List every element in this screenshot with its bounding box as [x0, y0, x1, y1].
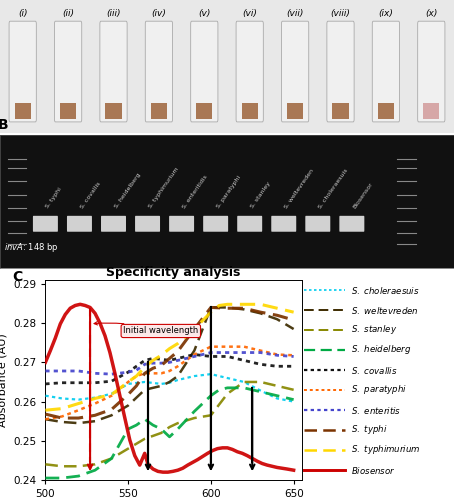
- FancyBboxPatch shape: [418, 21, 445, 122]
- Text: S. typhi: S. typhi: [45, 187, 63, 209]
- Text: S. weltevreden: S. weltevreden: [284, 168, 315, 209]
- FancyBboxPatch shape: [372, 21, 400, 122]
- Bar: [378, 104, 394, 119]
- Y-axis label: Absorbance (AU): Absorbance (AU): [0, 333, 8, 427]
- Text: (vi): (vi): [242, 10, 257, 18]
- Text: $\it{Biosensor}$: $\it{Biosensor}$: [350, 464, 395, 475]
- Text: $\it{S.\ typhimurium}$: $\it{S.\ typhimurium}$: [350, 444, 420, 456]
- Text: (i): (i): [18, 10, 27, 18]
- Text: B: B: [0, 118, 8, 132]
- FancyBboxPatch shape: [100, 21, 127, 122]
- Text: S. heidelberg: S. heidelberg: [114, 172, 141, 209]
- Text: S. enteritidis: S. enteritidis: [182, 174, 208, 209]
- Text: (x): (x): [425, 10, 438, 18]
- Text: $\it{S.\ paratyphi}$: $\it{S.\ paratyphi}$: [350, 384, 407, 396]
- Text: (v): (v): [198, 10, 211, 18]
- Text: S. stanley: S. stanley: [250, 181, 271, 209]
- Bar: [105, 104, 122, 119]
- Text: $\it{S.\ stanley}$: $\it{S.\ stanley}$: [350, 324, 397, 336]
- Bar: [151, 104, 167, 119]
- Text: (iv): (iv): [152, 10, 166, 18]
- Bar: [423, 104, 439, 119]
- Bar: [287, 104, 303, 119]
- Text: S. typhimurium: S. typhimurium: [148, 166, 179, 209]
- FancyBboxPatch shape: [145, 21, 173, 122]
- Text: C: C: [12, 270, 22, 284]
- FancyBboxPatch shape: [54, 21, 82, 122]
- FancyBboxPatch shape: [271, 216, 296, 232]
- Text: $\it{invA}$: 148 bp: $\it{invA}$: 148 bp: [4, 242, 59, 254]
- FancyBboxPatch shape: [281, 21, 309, 122]
- Text: $\it{S.\ typhi}$: $\it{S.\ typhi}$: [350, 424, 387, 436]
- FancyBboxPatch shape: [33, 216, 58, 232]
- Text: Biosensor: Biosensor: [352, 181, 374, 209]
- FancyBboxPatch shape: [101, 216, 126, 232]
- FancyBboxPatch shape: [340, 216, 364, 232]
- Text: $\it{S.\ heidelberg}$: $\it{S.\ heidelberg}$: [350, 344, 411, 356]
- FancyBboxPatch shape: [191, 21, 218, 122]
- FancyBboxPatch shape: [135, 216, 160, 232]
- Text: $\it{S.\ weltevreden}$: $\it{S.\ weltevreden}$: [350, 304, 419, 316]
- Text: (vii): (vii): [286, 10, 304, 18]
- Text: $\it{S.\ enteritis}$: $\it{S.\ enteritis}$: [350, 404, 401, 415]
- FancyBboxPatch shape: [9, 21, 36, 122]
- Bar: [242, 104, 258, 119]
- Text: (iii): (iii): [106, 10, 121, 18]
- Bar: [196, 104, 212, 119]
- Text: S. paratyphi: S. paratyphi: [216, 175, 242, 209]
- Bar: [15, 104, 31, 119]
- Text: (ix): (ix): [379, 10, 393, 18]
- Text: $\it{S.\ choleraesuis}$: $\it{S.\ choleraesuis}$: [350, 284, 419, 296]
- Bar: [332, 104, 349, 119]
- Text: S. covallis: S. covallis: [79, 180, 102, 209]
- Bar: [60, 104, 76, 119]
- FancyBboxPatch shape: [236, 21, 263, 122]
- FancyBboxPatch shape: [237, 216, 262, 232]
- FancyBboxPatch shape: [67, 216, 92, 232]
- FancyBboxPatch shape: [169, 216, 194, 232]
- Title: Specificity analysis: Specificity analysis: [107, 266, 241, 279]
- FancyBboxPatch shape: [327, 21, 354, 122]
- Text: S. choleraesuis: S. choleraesuis: [318, 168, 349, 209]
- FancyBboxPatch shape: [306, 216, 331, 232]
- Text: (viii): (viii): [331, 10, 350, 18]
- Text: Initial wavelength: Initial wavelength: [94, 322, 198, 336]
- Text: (ii): (ii): [62, 10, 74, 18]
- Text: $\it{S.\ covallis}$: $\it{S.\ covallis}$: [350, 364, 397, 376]
- FancyBboxPatch shape: [203, 216, 228, 232]
